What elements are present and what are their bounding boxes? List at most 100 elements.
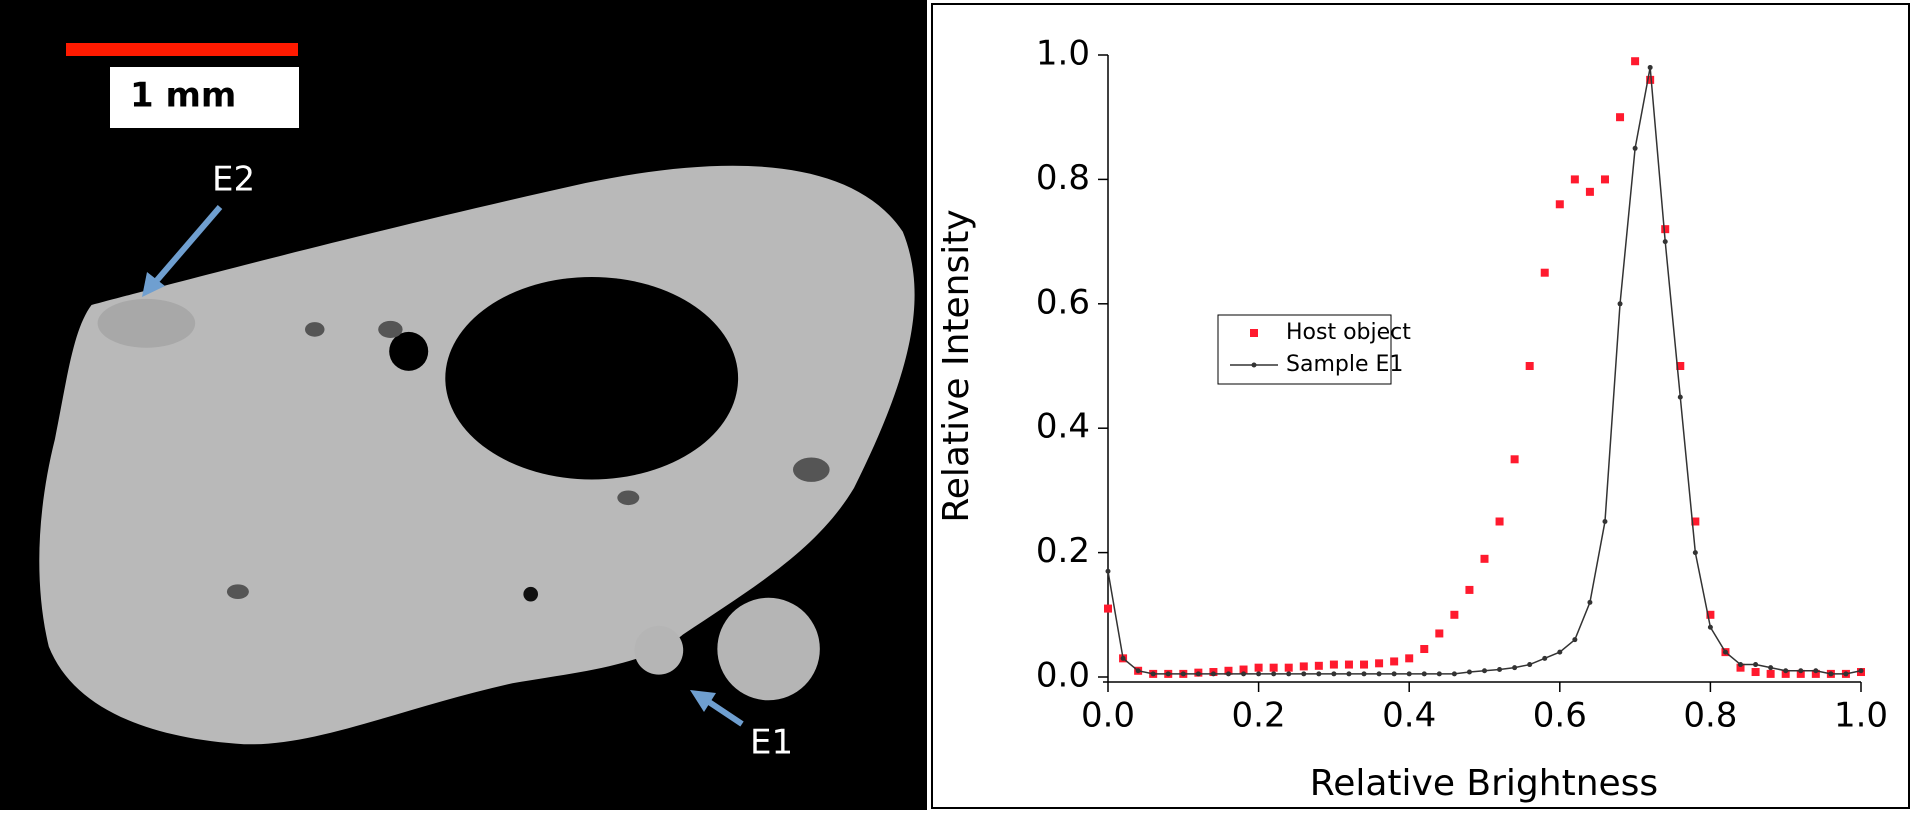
data-point [1738, 662, 1744, 668]
data-point [1299, 662, 1308, 671]
y-tick-label: 0.8 [1036, 158, 1090, 198]
data-point [1331, 671, 1337, 677]
y-tick-label: 0.4 [1036, 407, 1090, 447]
data-point [1391, 671, 1397, 677]
data-point [1150, 671, 1156, 677]
x-axis-label: Relative Brightness [1310, 763, 1658, 804]
data-point [1691, 517, 1700, 526]
data-point [1104, 604, 1112, 613]
legend-marker [1251, 362, 1257, 368]
data-point [1811, 669, 1820, 678]
data-point [1482, 668, 1487, 674]
data-point [1843, 671, 1849, 677]
data-point [1813, 668, 1819, 674]
data-point [1375, 659, 1384, 668]
x-tick-label: 0.6 [1533, 696, 1587, 736]
data-point [1751, 668, 1760, 677]
region-label: E2 [212, 160, 255, 200]
data-point [1361, 671, 1367, 677]
data-point [1405, 654, 1414, 663]
region-label: E1 [750, 723, 793, 763]
x-tick-label: 0.0 [1081, 696, 1135, 736]
data-point [1557, 649, 1563, 655]
data-point [1525, 362, 1534, 370]
data-point [1662, 239, 1668, 245]
data-point [1572, 637, 1578, 643]
data-point [1540, 268, 1549, 277]
data-point [1421, 671, 1427, 677]
data-point [1676, 362, 1685, 370]
data-point [1828, 671, 1834, 677]
arrow-head [690, 690, 716, 712]
data-point [1617, 301, 1623, 307]
data-point [1497, 667, 1503, 673]
data-point [1783, 668, 1789, 674]
data-point [1135, 668, 1141, 674]
data-point [1376, 671, 1382, 677]
data-point [1225, 671, 1231, 677]
data-point [1707, 624, 1713, 630]
data-point [1360, 660, 1369, 669]
data-point [1602, 519, 1608, 524]
data-point [1465, 585, 1474, 594]
data-point [1858, 668, 1864, 674]
legend-box [1217, 314, 1392, 385]
legend-label: Host object [1286, 320, 1411, 345]
data-point [1346, 671, 1352, 677]
scale-bar-box [110, 67, 299, 128]
scale-bar [66, 43, 298, 56]
data-point [1180, 671, 1186, 677]
data-point [1286, 671, 1292, 677]
scale-bar-label: 1 mm [130, 76, 236, 116]
y-axis-label: Relative Intensity [936, 209, 977, 522]
data-point [1435, 629, 1444, 638]
data-point [1600, 175, 1609, 184]
data-point [1165, 671, 1171, 677]
data-point [1480, 554, 1489, 563]
data-point [1722, 649, 1728, 655]
data-point [1210, 671, 1216, 677]
data-point [1239, 665, 1248, 674]
data-point [1632, 145, 1638, 151]
arrow-head [142, 272, 165, 297]
data-point [1120, 655, 1126, 661]
arrow [149, 205, 223, 288]
data-point [1224, 666, 1233, 675]
data-point [1646, 75, 1655, 84]
data-point [1512, 665, 1518, 671]
data-point [1692, 550, 1698, 556]
data-point [1344, 660, 1353, 669]
data-point [1796, 669, 1805, 678]
data-point [1314, 661, 1323, 670]
x-tick-label: 0.4 [1382, 696, 1436, 736]
data-point [1587, 599, 1593, 605]
y-tick-label: 1.0 [1036, 34, 1090, 74]
data-point [1495, 517, 1504, 526]
data-point [1451, 671, 1457, 677]
data-point [1420, 645, 1429, 654]
data-point [1390, 657, 1399, 666]
data-point [1254, 663, 1263, 672]
data-point [1753, 662, 1759, 668]
data-point [1241, 671, 1247, 677]
data-point [1316, 671, 1322, 677]
data-point [1585, 187, 1594, 196]
x-tick-label: 1.0 [1834, 696, 1888, 736]
data-point [1510, 455, 1519, 464]
data-point [1555, 200, 1564, 209]
micrograph: 1 mm E2 E1 [0, 0, 927, 810]
data-point [1647, 64, 1653, 70]
data-point [1105, 568, 1111, 574]
data-point [1616, 113, 1625, 122]
data-point [1271, 671, 1277, 677]
data-point [1406, 671, 1412, 677]
data-point [1256, 671, 1262, 677]
x-tick-label: 0.8 [1683, 696, 1737, 736]
data-point [1570, 175, 1579, 184]
data-point [1284, 663, 1293, 672]
data-point [1766, 669, 1775, 678]
data-point [1195, 671, 1201, 677]
data-point [1329, 660, 1338, 669]
